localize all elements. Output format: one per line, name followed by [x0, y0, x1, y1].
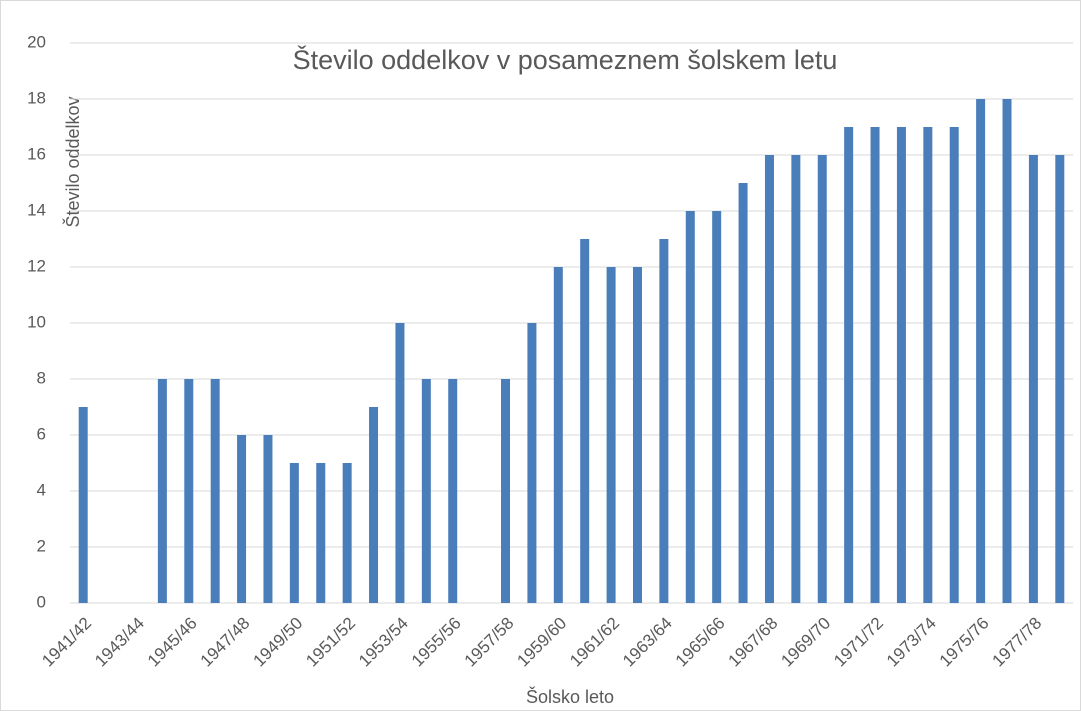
y-tick-label: 2: [37, 536, 46, 555]
y-tick-label: 10: [27, 312, 46, 331]
chart-title: Število oddelkov v posameznem šolskem le…: [293, 44, 838, 75]
bar: [1002, 99, 1012, 603]
bar: [580, 239, 590, 603]
bar: [210, 379, 220, 603]
bar: [316, 463, 326, 603]
bar: [527, 323, 537, 603]
bar: [817, 155, 827, 603]
y-tick-label: 6: [37, 424, 46, 443]
bar: [659, 239, 669, 603]
y-tick-label: 0: [37, 592, 46, 611]
bar: [395, 323, 405, 603]
bar: [738, 183, 748, 603]
y-tick-label: 12: [27, 256, 46, 275]
bar: [976, 99, 986, 603]
bar: [949, 127, 959, 603]
y-tick-label: 20: [27, 32, 46, 51]
bar: [342, 463, 352, 603]
bar: [1028, 155, 1038, 603]
bar: [369, 407, 379, 603]
bar: [237, 435, 247, 603]
bar: [764, 155, 774, 603]
bar: [870, 127, 880, 603]
bar: [501, 379, 511, 603]
bar: [78, 407, 88, 603]
bar: [712, 211, 722, 603]
bar: [685, 211, 695, 603]
y-tick-label: 8: [37, 368, 46, 387]
bar: [184, 379, 194, 603]
bar: [448, 379, 458, 603]
y-tick-label: 14: [27, 200, 46, 219]
y-tick-label: 4: [37, 480, 46, 499]
y-axis-label: Število oddelkov: [62, 96, 83, 227]
bar: [157, 379, 167, 603]
bar: [553, 267, 563, 603]
bar: [606, 267, 616, 603]
bar: [421, 379, 431, 603]
x-axis-label: Šolsko leto: [526, 686, 614, 707]
bar: [791, 155, 801, 603]
y-tick-label: 18: [27, 88, 46, 107]
bar: [632, 267, 642, 603]
bar: [844, 127, 854, 603]
bar: [289, 463, 299, 603]
bar: [923, 127, 933, 603]
bar: [1055, 155, 1065, 603]
y-tick-label: 16: [27, 144, 46, 163]
bar: [263, 435, 273, 603]
bar: [896, 127, 906, 603]
